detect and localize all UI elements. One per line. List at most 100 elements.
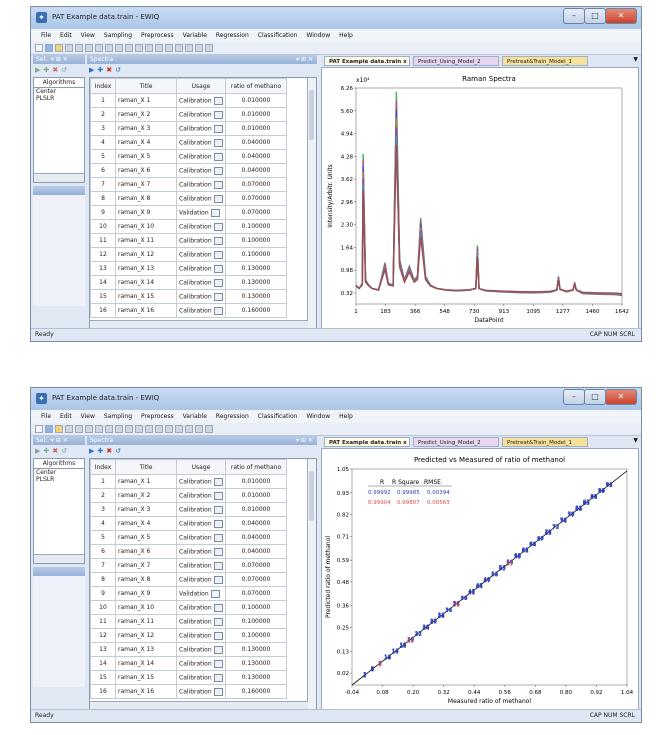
secondary-dock-header[interactable] (33, 567, 85, 576)
dropdown-icon[interactable] (210, 589, 220, 598)
header-ratio[interactable]: ratio of methano (225, 459, 287, 475)
spectra-dock-header[interactable]: Spectra ▾ ⊞ ✕ (87, 55, 317, 64)
table-row[interactable]: 14 raman_X 14 Calibration 0.130000 (90, 275, 287, 290)
dropdown-icon[interactable] (213, 659, 223, 668)
header-usage[interactable]: Usage (176, 459, 226, 475)
menu-help[interactable]: Help (339, 32, 353, 39)
add-icon[interactable]: ✚ (97, 447, 104, 455)
dropdown-icon[interactable] (213, 687, 223, 696)
table-row[interactable]: 8 raman_X 8 Calibration 0.070000 (90, 572, 287, 587)
add-icon[interactable]: ✚ (97, 66, 104, 74)
tool-icon[interactable] (195, 44, 203, 52)
dropdown-icon[interactable] (213, 166, 223, 175)
menu-file[interactable]: File (41, 413, 52, 420)
cell-usage[interactable]: Calibration (176, 177, 226, 192)
tool-icon[interactable] (165, 44, 173, 52)
menu-preprocess[interactable]: Preprocess (141, 413, 174, 420)
cell-usage[interactable]: Calibration (176, 219, 226, 234)
play-icon[interactable]: ▶ (89, 447, 95, 455)
cell-usage[interactable]: Calibration (176, 544, 226, 559)
dropdown-icon[interactable] (213, 533, 223, 542)
tab-predict[interactable]: Predict_Using_Model_2 (413, 56, 499, 66)
dropdown-icon[interactable] (213, 519, 223, 528)
print-icon[interactable] (65, 44, 73, 52)
tool-icon[interactable] (185, 425, 193, 433)
cell-usage[interactable]: Calibration (176, 474, 226, 489)
cut-icon[interactable] (75, 44, 83, 52)
menu-classification[interactable]: Classification (257, 413, 298, 420)
cell-usage[interactable]: Calibration (176, 614, 226, 629)
table-row[interactable]: 14 raman_X 14 Calibration 0.130000 (90, 656, 287, 671)
cell-usage[interactable]: Calibration (176, 191, 226, 206)
table-row[interactable]: 2 raman_X 2 Calibration 0.010000 (90, 488, 287, 503)
dropdown-icon[interactable] (210, 208, 220, 217)
scroll-thumb[interactable] (309, 90, 314, 140)
dropdown-icon[interactable] (213, 180, 223, 189)
table-row[interactable]: 3 raman_X 3 Calibration 0.010000 (90, 502, 287, 517)
cell-usage[interactable]: Calibration (176, 149, 226, 164)
tab-train[interactable]: PAT Example data.train x (324, 437, 410, 447)
play-icon[interactable]: ▶ (89, 66, 95, 74)
table-row[interactable]: 4 raman_X 4 Calibration 0.040000 (90, 135, 287, 150)
menu-edit[interactable]: Edit (60, 32, 72, 39)
spectra-dock-controls[interactable]: ▾ ⊞ ✕ (296, 56, 313, 63)
add-icon[interactable]: ✚ (43, 447, 50, 455)
table-row[interactable]: 7 raman_X 7 Calibration 0.070000 (90, 558, 287, 573)
tab-pretreat[interactable]: Pretreat&Train_Model_1 (502, 437, 588, 447)
tool-icon[interactable] (135, 425, 143, 433)
menu-regression[interactable]: Regression (215, 413, 249, 420)
algorithm-plslr[interactable]: PLSLR (36, 95, 55, 102)
dropdown-icon[interactable] (213, 561, 223, 570)
table-row[interactable]: 1 raman_X 1 Calibration 0.010000 (90, 474, 287, 489)
dropdown-icon[interactable] (213, 110, 223, 119)
tool-icon[interactable] (125, 44, 133, 52)
horizontal-scrollbar[interactable] (34, 554, 84, 563)
horizontal-scrollbar[interactable] (90, 701, 308, 710)
table-row[interactable]: 12 raman_X 12 Calibration 0.100000 (90, 628, 287, 643)
cell-usage[interactable]: Calibration (176, 233, 226, 248)
tool-icon[interactable] (205, 44, 213, 52)
delete-icon[interactable]: ✖ (52, 66, 59, 74)
paste-icon[interactable] (95, 44, 103, 52)
menu-sampling[interactable]: Sampling (103, 413, 133, 420)
paste-icon[interactable] (95, 425, 103, 433)
cell-usage[interactable]: Calibration (176, 93, 226, 108)
dropdown-icon[interactable] (213, 505, 223, 514)
table-row[interactable]: 11 raman_X 11 Calibration 0.100000 (90, 233, 287, 248)
cut-icon[interactable] (75, 425, 83, 433)
new-icon[interactable] (35, 425, 43, 433)
dropdown-icon[interactable] (213, 306, 223, 315)
table-row[interactable]: 11 raman_X 11 Calibration 0.100000 (90, 614, 287, 629)
dropdown-icon[interactable] (213, 152, 223, 161)
save-icon[interactable] (55, 44, 63, 52)
tab-train[interactable]: PAT Example data.train x (324, 56, 410, 66)
menu-help[interactable]: Help (339, 413, 353, 420)
table-row[interactable]: 16 raman_X 16 Calibration 0.160000 (90, 303, 287, 318)
table-row[interactable]: 10 raman_X 10 Calibration 0.100000 (90, 219, 287, 234)
table-row[interactable]: 3 raman_X 3 Calibration 0.010000 (90, 121, 287, 136)
scroll-thumb[interactable] (309, 471, 314, 521)
header-ratio[interactable]: ratio of methano (225, 78, 287, 94)
delete-icon[interactable]: ✖ (106, 447, 113, 455)
header-title[interactable]: Title (115, 78, 177, 94)
cell-usage[interactable]: Validation (176, 205, 226, 220)
chevron-down-icon[interactable]: ▼ (633, 437, 638, 444)
spectra-dock-header[interactable]: Spectra ▾ ⊞ ✕ (87, 436, 317, 445)
table-row[interactable]: 12 raman_X 12 Calibration 0.100000 (90, 247, 287, 262)
algorithm-center[interactable]: Center (36, 88, 57, 95)
table-row[interactable]: 15 raman_X 15 Calibration 0.130000 (90, 670, 287, 685)
new-icon[interactable] (35, 44, 43, 52)
dropdown-icon[interactable] (213, 491, 223, 500)
dropdown-icon[interactable] (213, 575, 223, 584)
close-button[interactable]: ✕ (605, 389, 637, 405)
menu-edit[interactable]: Edit (60, 413, 72, 420)
tool-icon[interactable] (155, 425, 163, 433)
cell-usage[interactable]: Calibration (176, 261, 226, 276)
dropdown-icon[interactable] (213, 603, 223, 612)
chevron-down-icon[interactable]: ▼ (633, 56, 638, 63)
menu-view[interactable]: View (80, 32, 95, 39)
undo-icon[interactable] (105, 44, 113, 52)
vertical-scrollbar[interactable] (307, 459, 316, 710)
tool-icon[interactable] (175, 44, 183, 52)
play-icon[interactable]: ▶ (35, 66, 41, 74)
